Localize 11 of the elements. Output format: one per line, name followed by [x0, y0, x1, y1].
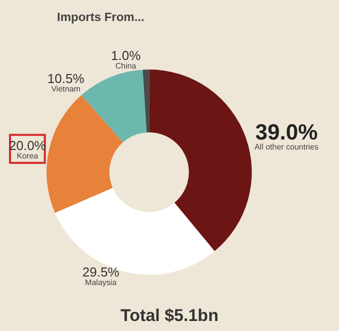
slice-label: Korea [16, 151, 39, 160]
chart-title: Imports From... [57, 10, 144, 24]
slice-label: Malaysia [85, 278, 118, 287]
text: Total $5.1bn [120, 306, 218, 325]
slice-label: All other countries [254, 142, 318, 152]
data-label: 10.5% [47, 71, 85, 86]
slice-label: Vietnam [51, 84, 81, 94]
slice-label: China [115, 62, 137, 71]
data-label: 29.5% [82, 264, 120, 280]
data-label: 39.0% [255, 120, 318, 145]
data-label: 1.0% [110, 48, 142, 64]
